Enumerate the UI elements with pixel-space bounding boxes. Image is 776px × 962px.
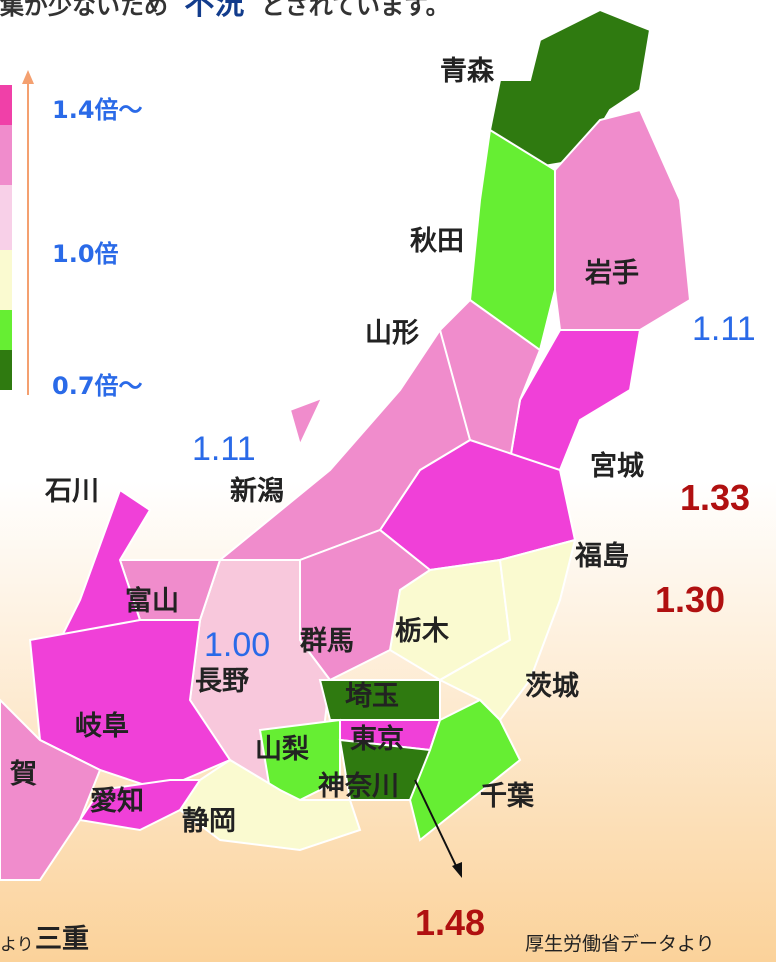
legend-label: 0.7倍～ <box>52 372 143 400</box>
map-slide: 集が少ないため 不況 とされています。 1.4倍～ 1.0倍 0.7倍～ <box>0 0 776 962</box>
ratio-label: 1.11 <box>192 430 256 468</box>
prefecture-label: 青森 <box>440 56 495 87</box>
prefecture-label: 山梨 <box>255 734 309 765</box>
prefecture-label: 石川 <box>44 476 99 507</box>
prefecture-label: 愛知 <box>90 786 144 817</box>
ratio-label: 1.00 <box>204 626 270 664</box>
prefecture-label: 神奈川 <box>318 771 399 802</box>
prefecture-label: 宮城 <box>590 450 644 482</box>
prefecture-label: 秋田 <box>410 226 464 257</box>
prefecture-label: 新潟 <box>230 475 284 507</box>
ratio-label: 1.33 <box>680 477 750 518</box>
prefecture-label: 埼玉 <box>345 681 399 712</box>
prefecture-label: 賀 <box>10 759 37 790</box>
prefecture-label: 岩手 <box>584 258 639 289</box>
legend-label: 1.4倍～ <box>52 96 143 124</box>
prefecture-label: 群馬 <box>300 626 354 657</box>
heading-emphasis: 不況 <box>184 0 244 22</box>
legend-swatch <box>0 310 12 350</box>
prefecture-label: 富山 <box>125 585 179 617</box>
page: {"heading": {"before": "集が少ないため", "empha… <box>0 0 776 962</box>
legend-swatch <box>0 185 12 250</box>
prefecture-label: 静岡 <box>182 806 236 837</box>
heading-before: 集が少ないため <box>0 0 168 20</box>
source-note: 厚生労働省データより <box>525 933 715 955</box>
ratio-label: 1.48 <box>415 902 485 943</box>
legend-swatch <box>0 350 12 390</box>
prefecture-label: 長野 <box>195 666 249 697</box>
ratio-label: 1.11 <box>692 310 756 348</box>
prefecture-label: 山形 <box>365 318 419 349</box>
heading-after: とされています。 <box>261 0 450 20</box>
prefecture-label: 千葉 <box>480 781 535 812</box>
prefecture-label: 三重 <box>35 924 89 955</box>
legend-swatch <box>0 250 12 310</box>
prefecture-label: 福島 <box>574 541 629 572</box>
prefecture-label: 茨城 <box>525 671 579 702</box>
ratio-label: 1.30 <box>655 579 725 620</box>
source-fragment: より <box>0 935 34 955</box>
prefecture-label: 栃木 <box>395 616 449 647</box>
heading: 集が少ないため 不況 とされています。 <box>0 0 450 22</box>
legend-swatch <box>0 125 12 185</box>
prefecture-label: 東京 <box>350 723 404 755</box>
legend-label: 1.0倍 <box>52 240 119 268</box>
legend-swatch <box>0 85 12 125</box>
prefecture-label: 岐阜 <box>75 711 129 742</box>
